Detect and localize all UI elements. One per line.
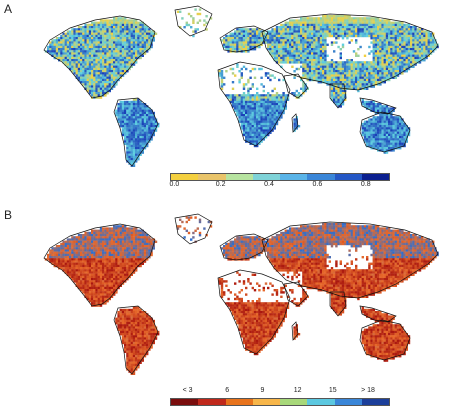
colorbar-b-tick-5: > 18 — [361, 387, 375, 394]
colorbar-b-swatch-4 — [280, 399, 308, 405]
arabia-outline — [283, 281, 309, 307]
colorbar-b-tick-1: 6 — [225, 387, 230, 394]
colorbar-a-swatch-4 — [280, 174, 308, 180]
colorbar-b-tick-3: 12 — [293, 387, 302, 394]
se-asia-islands-outline — [359, 305, 397, 323]
colorbar-b-swatch-0 — [171, 399, 199, 405]
colorbar-b-swatch-2 — [225, 399, 253, 405]
north-america-outline — [43, 15, 156, 99]
madagascar-outline — [291, 321, 299, 341]
colorbar-a — [170, 173, 390, 181]
colorbar-a-tick-2: 0.4 — [264, 181, 274, 188]
australia-outline — [359, 319, 411, 361]
africa-outline — [217, 61, 291, 147]
arabia-outline — [283, 73, 309, 99]
colorbar-b-swatch-5 — [307, 399, 335, 405]
colorbar-a-swatch-0 — [171, 174, 199, 180]
north-america-outline — [43, 223, 156, 307]
greenland-outline — [174, 5, 213, 37]
panel-b-label: B — [4, 208, 13, 222]
world-map-panel-b — [43, 213, 439, 375]
colorbar-a-swatch-1 — [198, 174, 226, 180]
colorbar-b-swatch-7 — [361, 399, 389, 405]
colorbar-legend-a: 0.0 0.2 0.4 0.6 0.8 — [170, 173, 390, 192]
colorbar-legend-b: < 3 6 9 12 15 > 18 — [170, 387, 390, 406]
colorbar-a-swatch-5 — [307, 174, 335, 180]
colorbar-b-swatch-1 — [198, 399, 226, 405]
colorbar-a-swatch-2 — [225, 174, 253, 180]
europe-outline — [219, 25, 269, 53]
colorbar-a-tick-3: 0.6 — [312, 181, 323, 188]
colorbar-b-swatch-3 — [252, 399, 280, 405]
world-map-panel-a — [43, 5, 439, 167]
colorbar-b-tick-2: 9 — [260, 387, 265, 394]
colorbar-ticks-a: 0.0 0.2 0.4 0.6 0.8 — [170, 181, 390, 192]
colorbar-a-tick-1: 0.2 — [215, 181, 226, 188]
colorbar-b-tick-0: < 3 — [182, 387, 193, 394]
africa-outline — [217, 269, 291, 355]
panel-a-label: A — [4, 2, 13, 16]
south-america-outline — [113, 305, 159, 375]
colorbar-a-swatch-3 — [252, 174, 280, 180]
india-outline — [329, 83, 347, 109]
colorbar-b — [170, 398, 390, 406]
south-america-outline — [113, 97, 159, 167]
asia-outline — [261, 13, 439, 91]
greenland-outline — [174, 213, 213, 245]
colorbar-a-swatch-6 — [334, 174, 362, 180]
map-texture — [44, 216, 439, 375]
asia-outline — [261, 221, 439, 299]
colorbar-a-swatch-7 — [361, 174, 389, 180]
australia-outline — [359, 111, 411, 153]
colorbar-b-tick-4: 15 — [328, 387, 337, 394]
map-texture — [44, 8, 439, 167]
colorbar-a-tick-4: 0.8 — [360, 181, 371, 188]
madagascar-outline — [291, 113, 299, 133]
europe-outline — [219, 233, 269, 261]
colorbar-b-swatch-6 — [334, 399, 362, 405]
se-asia-islands-outline — [359, 97, 397, 115]
colorbar-a-tick-0: 0.0 — [169, 181, 180, 188]
india-outline — [329, 291, 347, 317]
colorbar-ticks-b: < 3 6 9 12 15 > 18 — [170, 387, 390, 398]
